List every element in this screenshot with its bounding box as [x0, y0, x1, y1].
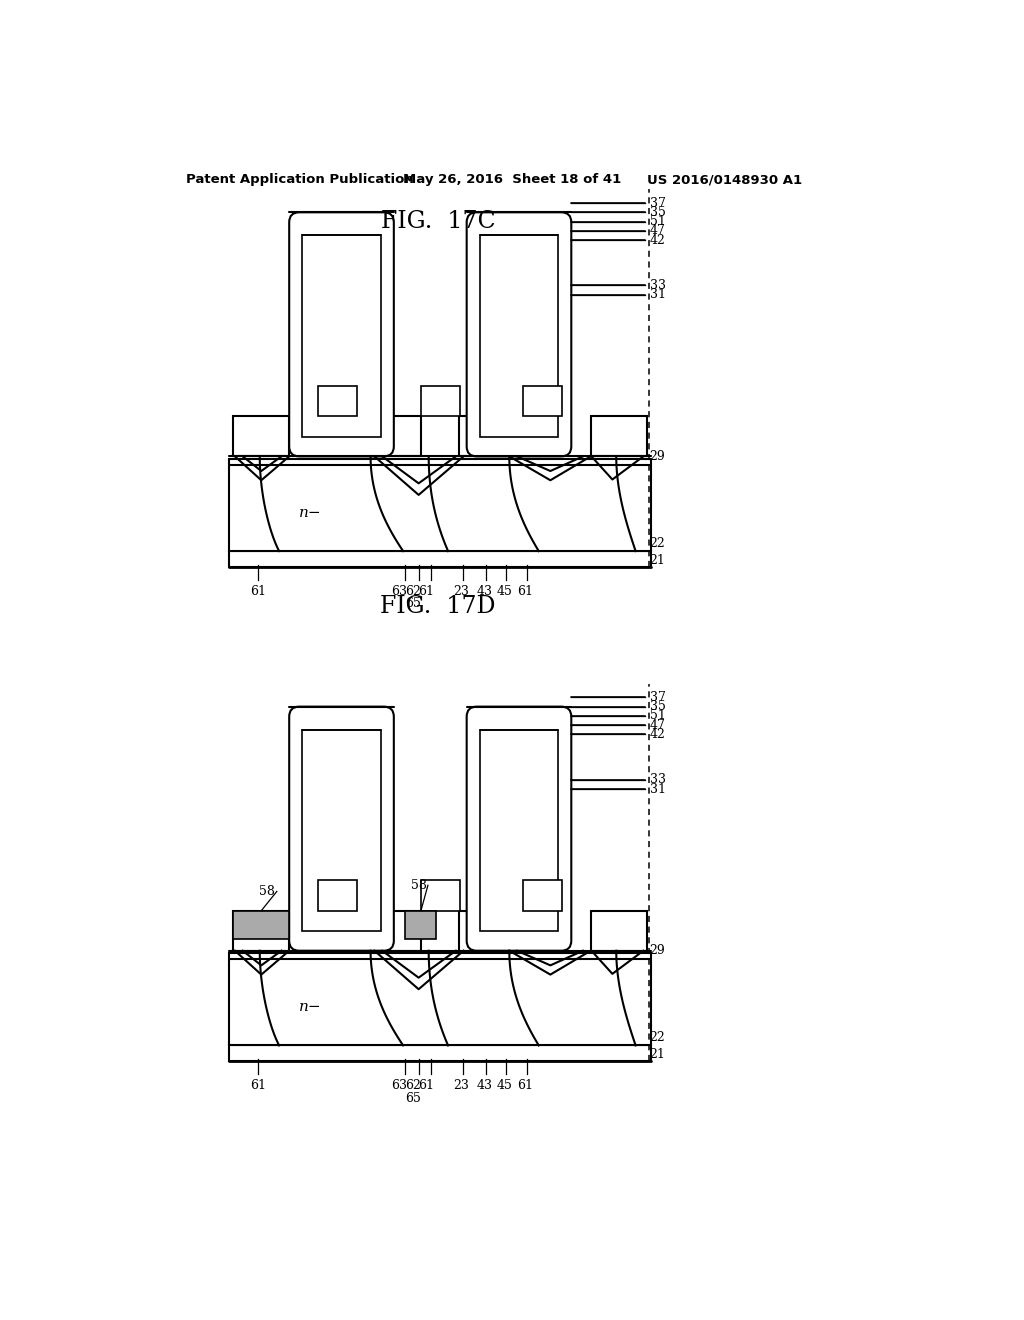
Bar	[302, 730, 381, 932]
Text: 47: 47	[649, 224, 666, 238]
Text: 61: 61	[250, 585, 266, 598]
Bar	[480, 235, 558, 437]
Text: 29: 29	[649, 450, 666, 463]
Text: n−: n−	[299, 506, 322, 520]
Text: 42: 42	[649, 234, 666, 247]
Text: n−: n−	[299, 1001, 322, 1014]
Text: 62: 62	[406, 585, 421, 598]
Text: 22: 22	[649, 537, 666, 550]
Text: FIG.  17C: FIG. 17C	[381, 210, 496, 234]
Bar	[591, 911, 647, 950]
Bar	[523, 385, 562, 416]
Text: May 26, 2016  Sheet 18 of 41: May 26, 2016 Sheet 18 of 41	[403, 173, 622, 186]
Text: 65: 65	[406, 598, 421, 610]
Bar	[591, 416, 647, 457]
Bar	[523, 880, 562, 911]
Text: 62: 62	[406, 1080, 421, 1093]
Bar	[371, 911, 421, 950]
Text: 51: 51	[649, 709, 666, 722]
FancyBboxPatch shape	[289, 213, 394, 457]
Bar	[232, 911, 289, 940]
Bar	[421, 880, 460, 911]
Text: 23: 23	[454, 585, 469, 598]
Text: 22: 22	[649, 1031, 666, 1044]
Text: US 2016/0148930 A1: US 2016/0148930 A1	[647, 173, 803, 186]
Bar	[480, 730, 558, 932]
Text: Patent Application Publication: Patent Application Publication	[186, 173, 414, 186]
Text: 61: 61	[250, 1080, 266, 1093]
Bar	[228, 552, 651, 566]
Text: 58: 58	[411, 879, 426, 892]
Bar	[406, 911, 436, 940]
Text: FIG.  17D: FIG. 17D	[380, 595, 496, 618]
Text: 31: 31	[649, 288, 666, 301]
Bar	[302, 235, 381, 437]
Bar	[228, 1045, 651, 1061]
Text: 42: 42	[649, 727, 666, 741]
Text: 45: 45	[497, 1080, 513, 1093]
Text: 29: 29	[649, 944, 666, 957]
Bar	[228, 953, 651, 1045]
Text: 43: 43	[476, 1080, 493, 1093]
Text: 61: 61	[517, 1080, 532, 1093]
Text: 35: 35	[649, 700, 666, 713]
Text: 51: 51	[649, 215, 666, 228]
FancyBboxPatch shape	[467, 706, 571, 950]
Bar	[459, 911, 509, 950]
Bar	[459, 416, 509, 457]
FancyBboxPatch shape	[289, 706, 394, 950]
Text: 61: 61	[419, 585, 434, 598]
Bar	[228, 459, 651, 552]
Bar	[421, 385, 460, 416]
Text: 33: 33	[649, 774, 666, 787]
Text: 23: 23	[454, 1080, 469, 1093]
Text: 47: 47	[649, 718, 666, 731]
Bar	[232, 416, 289, 457]
Text: 61: 61	[517, 585, 532, 598]
Text: 63: 63	[391, 585, 408, 598]
Text: 37: 37	[649, 197, 666, 210]
Text: 21: 21	[649, 554, 666, 566]
Bar	[371, 416, 421, 457]
Text: 61: 61	[419, 1080, 434, 1093]
Text: 33: 33	[649, 279, 666, 292]
Text: 65: 65	[406, 1092, 421, 1105]
Text: 31: 31	[649, 783, 666, 796]
Text: 58: 58	[259, 884, 275, 898]
Text: 45: 45	[497, 585, 513, 598]
Text: 35: 35	[649, 206, 666, 219]
Bar	[317, 880, 356, 911]
Text: 43: 43	[476, 585, 493, 598]
Bar	[317, 385, 356, 416]
Bar	[232, 911, 289, 950]
FancyBboxPatch shape	[467, 213, 571, 457]
Text: 37: 37	[649, 690, 666, 704]
Text: 63: 63	[391, 1080, 408, 1093]
Text: 21: 21	[649, 1048, 666, 1061]
